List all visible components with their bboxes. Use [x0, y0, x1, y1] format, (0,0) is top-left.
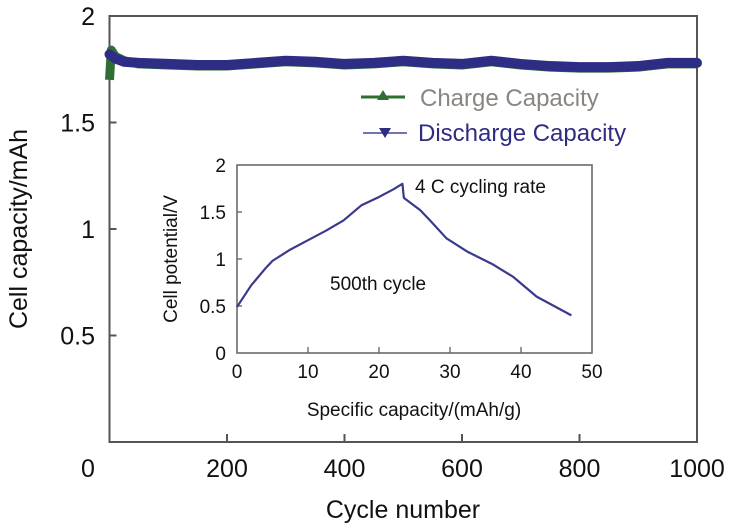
- main-y-tick-label: 0.5: [60, 323, 95, 351]
- main-y-tick-label: 1: [81, 216, 95, 244]
- inset-x-axis-title: Specific capacity/(mAh/g): [307, 400, 521, 421]
- series-line-500th-cycle: [236, 182, 572, 317]
- data-point-discharge: [370, 59, 377, 66]
- legend-label-charge: Charge Capacity: [420, 85, 599, 112]
- main-y-tick-label: 2: [81, 3, 95, 31]
- main-y-tick-label: 1.5: [60, 110, 95, 138]
- legend-item-discharge: Discharge Capacity: [363, 120, 626, 147]
- triangle-up-icon: [377, 90, 389, 100]
- data-point-discharge: [488, 57, 495, 64]
- data-point-discharge: [694, 59, 700, 66]
- main-y-axis-title: Cell capacity/mAh: [5, 129, 33, 329]
- inset-x-tick-label: 30: [439, 362, 460, 383]
- inset-y-tick-label: 2: [215, 156, 226, 177]
- inset-axis-ticks: 0 10 20 30 40 50 0 0.5 1 1.5 2: [200, 156, 603, 383]
- main-series-group: [104, 45, 702, 81]
- annotation-cycling-rate: 4 C cycling rate: [415, 177, 546, 198]
- main-x-tick-label: 400: [324, 455, 366, 483]
- main-x-tick-label: 800: [559, 455, 601, 483]
- main-x-tick-label: 0: [81, 455, 95, 483]
- inset-series-group: [236, 182, 572, 317]
- legend: Charge Capacity Discharge Capacity: [361, 85, 626, 147]
- data-point-discharge: [253, 59, 260, 66]
- legend-item-charge: Charge Capacity: [361, 85, 599, 112]
- data-point-discharge: [121, 58, 128, 65]
- data-point-discharge: [194, 61, 201, 68]
- inset-x-tick-label: 0: [232, 362, 243, 383]
- annotation-cycle-number: 500th cycle: [330, 274, 426, 295]
- data-point-discharge: [635, 63, 642, 70]
- data-point-discharge: [106, 51, 113, 58]
- data-point-discharge: [224, 61, 230, 68]
- main-x-tick-label: 1000: [669, 455, 725, 483]
- inset-y-tick-label: 1.5: [200, 203, 226, 224]
- inset-x-tick-label: 40: [510, 362, 531, 383]
- data-point-discharge: [282, 57, 289, 64]
- data-point-discharge: [664, 59, 671, 66]
- inset-y-tick-label: 1: [215, 250, 226, 271]
- data-point-discharge: [517, 60, 524, 67]
- legend-label-discharge: Discharge Capacity: [418, 120, 626, 147]
- data-point-discharge: [605, 64, 612, 71]
- main-x-tick-label: 200: [206, 455, 248, 483]
- data-point-discharge: [459, 60, 465, 67]
- data-point-discharge: [341, 60, 348, 67]
- inset-background: [237, 165, 592, 353]
- data-point-discharge: [112, 55, 119, 62]
- main-x-tick-label: 600: [441, 455, 483, 483]
- data-point-discharge: [135, 59, 142, 66]
- inset-x-tick-label: 20: [368, 362, 389, 383]
- data-point-discharge: [400, 57, 407, 64]
- main-x-axis-title: Cycle number: [326, 496, 480, 524]
- inset-x-tick-label: 10: [297, 362, 318, 383]
- data-point-discharge: [312, 58, 319, 65]
- inset-x-tick-label: 50: [581, 362, 602, 383]
- data-point-discharge: [576, 64, 583, 71]
- inset-y-tick-label: 0.5: [200, 297, 226, 318]
- triangle-down-icon: [379, 128, 391, 138]
- data-point-discharge: [165, 60, 172, 67]
- inset-y-axis-title: Cell potential/V: [161, 195, 182, 323]
- inset-y-tick-label: 0: [215, 344, 226, 365]
- data-point-discharge: [429, 59, 436, 66]
- data-point-discharge: [547, 63, 554, 70]
